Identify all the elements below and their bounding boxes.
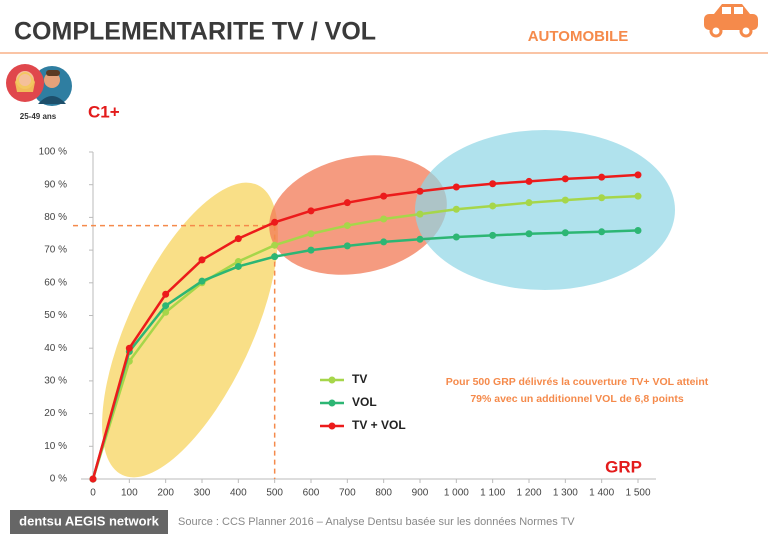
series-line bbox=[91, 173, 639, 480]
series-marker bbox=[634, 226, 642, 234]
x-tick-label: 500 bbox=[266, 488, 283, 499]
legend-label: TV + VOL bbox=[352, 418, 406, 432]
y-tick-label: 40 % bbox=[44, 343, 67, 354]
series-marker bbox=[525, 199, 533, 207]
car-icon bbox=[704, 4, 758, 38]
y-tick-label: 0 % bbox=[50, 474, 67, 485]
series-marker bbox=[162, 308, 170, 316]
target-icon bbox=[6, 64, 72, 106]
series-marker bbox=[525, 177, 533, 185]
source: Source : CCS Planner 2016 – Analyse Dent… bbox=[178, 516, 575, 528]
logo: dentsu AEGIS network bbox=[19, 513, 159, 528]
series-marker bbox=[307, 230, 315, 238]
series-marker bbox=[525, 230, 533, 238]
legend-swatch-marker bbox=[328, 422, 336, 430]
annotation-box bbox=[432, 372, 722, 410]
x-tick-label: 1 200 bbox=[516, 488, 541, 499]
series-marker bbox=[198, 277, 206, 285]
series-marker bbox=[380, 238, 388, 246]
x-tick-label: 200 bbox=[157, 488, 174, 499]
y-tick-label: 10 % bbox=[44, 441, 67, 452]
y-tick-label: 30 % bbox=[44, 376, 67, 387]
series-marker bbox=[380, 192, 388, 200]
logo-bar bbox=[10, 510, 168, 534]
series-marker bbox=[89, 475, 97, 483]
series-marker bbox=[234, 258, 242, 266]
series-marker bbox=[162, 290, 170, 298]
x-tick-label: 100 bbox=[121, 488, 138, 499]
subtitle: AUTOMOBILE bbox=[528, 28, 629, 45]
series-marker bbox=[162, 302, 170, 310]
y-axis-title: C1+ bbox=[88, 102, 120, 121]
series-marker bbox=[452, 205, 460, 213]
series-marker bbox=[598, 194, 606, 202]
series-marker bbox=[598, 228, 606, 236]
series-marker bbox=[561, 196, 569, 204]
series-marker bbox=[416, 187, 424, 195]
series-marker bbox=[343, 242, 351, 250]
x-tick-label: 1 500 bbox=[625, 488, 650, 499]
series-marker bbox=[416, 210, 424, 218]
x-tick-label: 700 bbox=[339, 488, 356, 499]
series-marker bbox=[489, 231, 497, 239]
slide-title: COMPLEMENTARITE TV / VOL bbox=[14, 18, 376, 46]
x-axis-title: GRP bbox=[605, 457, 642, 476]
y-tick-label: 80 % bbox=[44, 212, 67, 223]
y-tick-label: 50 % bbox=[44, 310, 67, 321]
series-marker bbox=[271, 253, 279, 261]
target-label: 25-49 ans bbox=[20, 112, 57, 121]
series-line bbox=[91, 194, 639, 480]
series-marker bbox=[234, 262, 242, 270]
series-marker bbox=[125, 344, 133, 352]
x-tick-label: 900 bbox=[412, 488, 429, 499]
series-marker bbox=[452, 183, 460, 191]
x-tick-label: 600 bbox=[303, 488, 320, 499]
series-marker bbox=[598, 173, 606, 181]
series-marker bbox=[271, 218, 279, 226]
plot: 0 % 10 % 20 % 30 % 40 % 50 % 60 % 70 % 80 % 90 % 1… bbox=[39, 147, 656, 499]
x-tick-label: 1 300 bbox=[553, 488, 578, 499]
y-tick-label: 60 % bbox=[44, 277, 67, 288]
series-marker bbox=[198, 256, 206, 264]
x-tick-label: 300 bbox=[194, 488, 211, 499]
legend-swatch-marker bbox=[328, 376, 336, 384]
series-marker bbox=[234, 235, 242, 243]
series-marker bbox=[489, 180, 497, 188]
series-marker bbox=[561, 175, 569, 183]
legend-label: TV bbox=[352, 372, 367, 386]
x-tick-label: 400 bbox=[230, 488, 247, 499]
x-tick-label: 0 bbox=[90, 488, 96, 499]
x-tick-label: 1 400 bbox=[589, 488, 614, 499]
series-marker bbox=[561, 229, 569, 237]
series-marker bbox=[489, 202, 497, 210]
annotation: 79% avec un additionnel VOL de 6,8 point… bbox=[470, 393, 684, 405]
series-marker bbox=[452, 233, 460, 241]
series-marker bbox=[343, 222, 351, 230]
series-marker bbox=[343, 199, 351, 207]
series-marker bbox=[307, 246, 315, 254]
y-tick-label: 70 % bbox=[44, 245, 67, 256]
series-line bbox=[91, 229, 639, 480]
series-marker bbox=[271, 241, 279, 249]
y-tick-label: 20 % bbox=[44, 408, 67, 419]
annotation: Pour 500 GRP délivrés la couverture TV+ … bbox=[446, 376, 709, 388]
x-tick-label: 1 100 bbox=[480, 488, 505, 499]
y-tick-label: 90 % bbox=[44, 179, 67, 190]
series-marker bbox=[634, 171, 642, 179]
x-tick-label: 1 000 bbox=[444, 488, 469, 499]
y-tick-label: 100 % bbox=[39, 147, 67, 158]
series-marker bbox=[307, 207, 315, 215]
legend-label: VOL bbox=[352, 395, 377, 409]
series-marker bbox=[380, 215, 388, 223]
x-tick-label: 800 bbox=[375, 488, 392, 499]
legend-swatch-marker bbox=[328, 399, 336, 407]
highlight-ellipses bbox=[102, 130, 675, 478]
series-marker bbox=[416, 235, 424, 243]
series-marker bbox=[634, 192, 642, 200]
